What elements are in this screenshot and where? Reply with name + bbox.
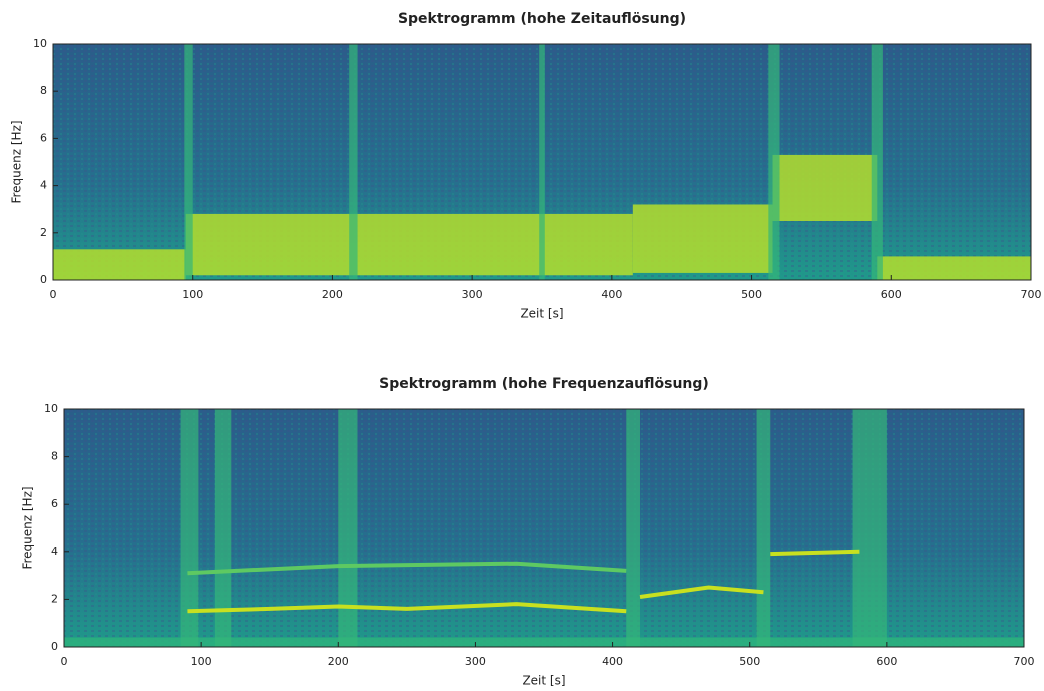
x-tick-label: 100 [182,288,203,301]
broadband-stripe [626,409,640,647]
x-tick-label: 0 [61,655,68,668]
y-tick-label: 0 [51,640,58,653]
broadband-stripe [338,409,357,647]
x-tick-label: 600 [881,288,902,301]
y-tick-label: 0 [40,273,47,286]
x-tick-label: 400 [602,655,623,668]
x-tick-label: 200 [328,655,349,668]
x-tick-label: 200 [322,288,343,301]
broadband-stripe [184,44,192,280]
x-tick-label: 300 [465,655,486,668]
energy-band [877,256,1031,280]
x-axis-label: Zeit [s] [522,674,565,688]
x-axis-label: Zeit [s] [520,307,563,321]
broadband-stripe [539,44,545,280]
y-tick-label: 10 [44,402,58,415]
chart-title: Spektrogramm (hohe Zeitauflösung) [398,11,686,27]
broadband-stripe [757,409,771,647]
x-tick-label: 0 [50,288,57,301]
y-tick-label: 10 [33,37,47,50]
y-tick-label: 2 [51,592,58,605]
x-tick-label: 300 [462,288,483,301]
y-axis-label: Frequenz [Hz] [10,120,24,203]
broadband-stripe [853,409,887,647]
y-tick-label: 6 [51,497,58,510]
figure: 01002003004005006007000246810Spektrogram… [0,0,1044,691]
y-tick-label: 6 [40,131,47,144]
energy-band [53,249,186,280]
x-tick-label: 400 [601,288,622,301]
y-axis-label: Frequenz [Hz] [21,486,35,569]
x-tick-label: 500 [739,655,760,668]
x-tick-label: 700 [1014,655,1035,668]
y-tick-label: 4 [40,179,47,192]
energy-band [186,214,633,275]
broadband-stripe [768,44,779,280]
x-tick-label: 700 [1021,288,1042,301]
broadband-stripe [872,44,883,280]
y-tick-label: 8 [51,450,58,463]
energy-band [633,204,773,272]
x-tick-label: 500 [741,288,762,301]
x-tick-label: 600 [876,655,897,668]
x-tick-label: 100 [191,655,212,668]
broadband-stripe [349,44,357,280]
y-tick-label: 4 [51,545,58,558]
chart-title: Spektrogramm (hohe Frequenzauflösung) [379,376,709,392]
y-tick-label: 2 [40,226,47,239]
y-tick-label: 8 [40,84,47,97]
energy-band [773,155,878,221]
